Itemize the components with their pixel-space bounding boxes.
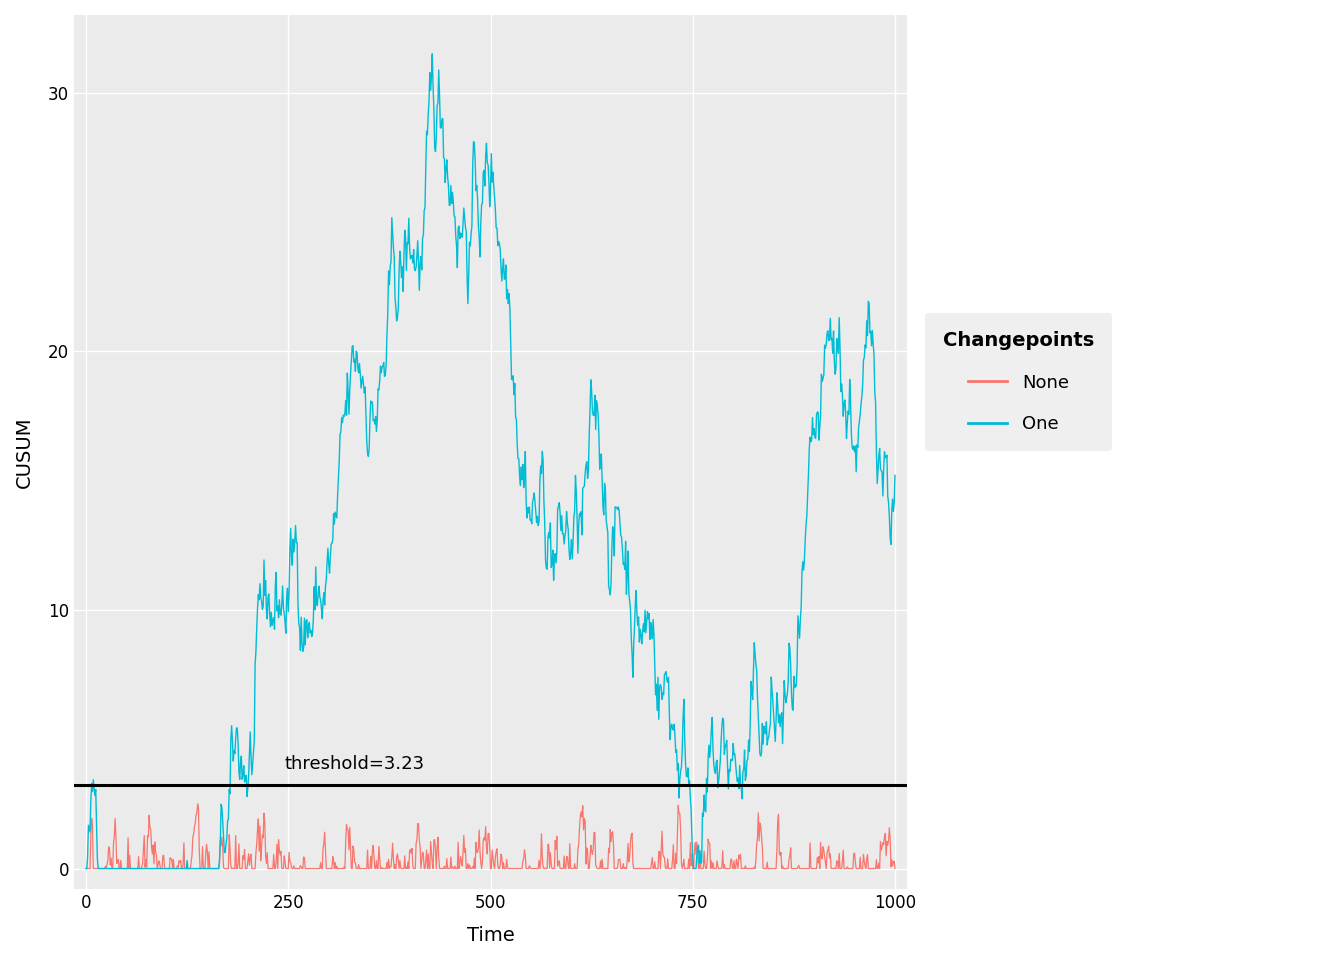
X-axis label: Time: Time [466,926,515,945]
Y-axis label: CUSUM: CUSUM [15,417,34,488]
Text: threshold=3.23: threshold=3.23 [284,756,425,774]
Legend: None, One: None, One [925,313,1111,451]
